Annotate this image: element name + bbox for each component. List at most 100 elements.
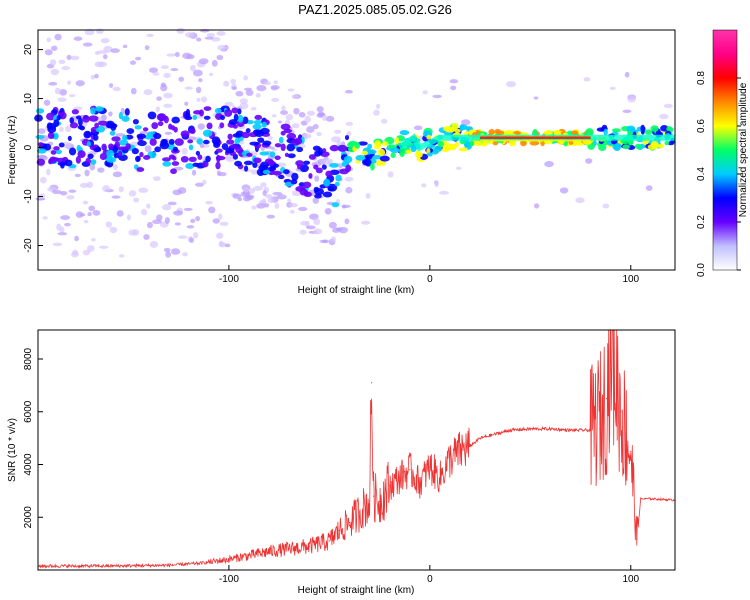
spectrogram-blob — [252, 161, 258, 168]
spectrogram-speckle — [205, 200, 213, 205]
spectrogram-blob — [71, 109, 79, 115]
spectrogram-blob — [47, 125, 57, 134]
spectrogram-blob — [434, 145, 443, 152]
spectrogram-speckle — [609, 86, 616, 90]
spectrogram-blob — [161, 157, 171, 162]
colorbar-tick-label: 0.8 — [696, 71, 707, 85]
spectrogram-blob — [314, 187, 325, 196]
spectrogram-blob — [295, 160, 304, 167]
snr-point — [606, 397, 608, 400]
spectrogram-blob — [253, 157, 262, 164]
spectrogram-blob — [235, 146, 243, 154]
snr-point — [358, 511, 361, 513]
spectrogram-blob — [215, 148, 223, 153]
spectrogram-speckle — [341, 204, 347, 209]
spectrogram-blob — [189, 128, 196, 134]
spectrogram-blob — [644, 129, 653, 135]
spectrogram-speckle — [322, 114, 328, 121]
snr-point — [370, 382, 373, 384]
spectrogram-speckle — [289, 209, 295, 214]
spectrogram-speckle — [128, 190, 137, 197]
spectrogram-blob — [135, 155, 141, 163]
spectrogram-speckle — [97, 50, 108, 54]
spectrogram-speckle — [59, 89, 68, 96]
spectrogram-speckle — [271, 114, 277, 118]
spectrogram-blob — [272, 170, 282, 176]
spectrogram-speckle — [211, 36, 221, 42]
spectrogram-speckle — [293, 107, 300, 115]
spectrogram-speckle — [122, 44, 128, 49]
spectrogram-blob — [405, 149, 413, 154]
snr-point — [449, 458, 451, 460]
spectrogram-blob — [377, 148, 386, 157]
spectrogram-speckle — [575, 197, 585, 204]
colorbar-label: Normalized spectral amplitude — [738, 82, 749, 217]
spectrogram-blob — [304, 191, 312, 197]
spectrogram-speckle — [361, 220, 371, 225]
spectrogram-blob — [171, 116, 180, 124]
spectrogram-speckle — [195, 215, 201, 222]
spectrogram-speckle — [59, 126, 64, 133]
spectrogram-blob — [114, 141, 121, 148]
spectrogram-blob — [571, 130, 579, 135]
snr-point — [569, 429, 572, 431]
spectrogram-speckle — [54, 33, 62, 41]
spectrogram-speckle — [208, 72, 214, 77]
spectrogram-blob — [640, 124, 646, 133]
spectrogram-speckle — [82, 200, 89, 205]
spectrogram-speckle — [334, 129, 342, 134]
spectrogram-speckle — [239, 98, 248, 105]
spectrogram-blob — [347, 142, 354, 148]
spectrogram-speckle — [67, 80, 72, 85]
spectrogram-speckle — [246, 194, 255, 199]
spectrogram-blob — [357, 141, 368, 146]
spectrogram-blob — [370, 162, 375, 171]
spectrogram-blob — [267, 166, 277, 172]
spectrogram-speckle — [373, 109, 380, 116]
snr-point — [389, 485, 391, 487]
spectrogram-blob — [647, 144, 658, 150]
spectrogram-speckle — [49, 59, 57, 66]
spectrogram-speckle — [299, 229, 307, 235]
spectrogram-speckle — [109, 226, 118, 234]
spectrogram-blob — [585, 128, 594, 137]
colorbar-tick-label: 0.4 — [696, 167, 707, 181]
spectrogram-speckle — [113, 164, 118, 170]
snr-point — [479, 437, 481, 439]
spectrogram-speckle — [109, 83, 114, 88]
spectrogram-speckle — [163, 247, 171, 253]
spectrogram-speckle — [149, 241, 159, 248]
spectrogram-blob — [203, 115, 211, 120]
spectrogram-x-ticks: -100 0 100 — [219, 265, 640, 285]
spectrogram-speckle — [544, 160, 554, 168]
spectrogram-speckle — [232, 193, 242, 199]
spectrogram-blob — [660, 124, 669, 132]
spectrogram-speckle — [533, 203, 540, 209]
spectrogram-blob — [68, 147, 77, 156]
spectrogram-speckle — [309, 213, 319, 220]
spectrogram-speckle — [60, 191, 68, 196]
snr-point — [107, 565, 109, 567]
spectrogram-blob — [88, 115, 99, 122]
spectrogram-speckle — [211, 59, 218, 67]
spectrogram-speckle — [270, 85, 280, 90]
snr-point — [610, 332, 612, 334]
spectrogram-blob — [532, 128, 538, 137]
spectrogram-blob — [180, 155, 189, 163]
spectrogram-blob — [75, 115, 82, 120]
spectrogram-blob — [77, 125, 84, 130]
spectrogram-blob — [234, 160, 243, 167]
spectrogram-blob — [152, 132, 162, 140]
spectrogram-speckle — [212, 218, 220, 224]
spectrogram-blob — [366, 149, 377, 155]
spectrogram-speckle — [182, 52, 192, 60]
spectrogram-speckle — [216, 54, 224, 61]
spectrogram-speckle — [300, 220, 309, 226]
spectrogram-blob — [459, 124, 468, 131]
spectrogram-speckle — [160, 82, 166, 88]
spectrogram-speckle — [184, 32, 195, 38]
spectrogram-speckle — [152, 72, 160, 76]
spectrogram-blob — [615, 143, 622, 148]
spectrogram-speckle — [111, 195, 121, 199]
